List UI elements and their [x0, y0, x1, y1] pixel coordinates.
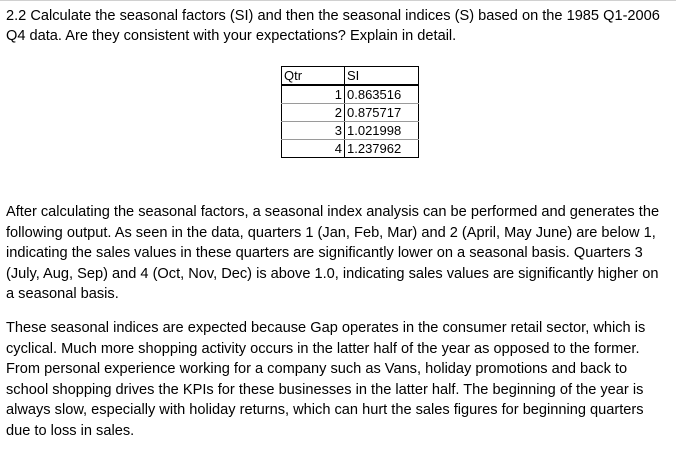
cell-si: 1.237962 — [344, 139, 419, 158]
cell-qtr: 3 — [281, 121, 345, 140]
table-row: 4 1.237962 — [281, 139, 419, 158]
table-row: 2 0.875717 — [281, 103, 419, 122]
top-divider — [0, 0, 676, 1]
cell-qtr: 1 — [281, 84, 345, 104]
table-header-row: Qtr SI — [281, 66, 419, 86]
answer-paragraph-2: These seasonal indices are expected beca… — [6, 320, 646, 439]
cell-qtr: 4 — [281, 139, 345, 158]
header-qtr: Qtr — [281, 66, 345, 86]
cell-si: 0.875717 — [344, 103, 419, 122]
cell-si: 0.863516 — [344, 84, 419, 104]
table-row: 3 1.021998 — [281, 121, 419, 140]
cell-si: 1.021998 — [344, 121, 419, 140]
seasonal-index-table: Qtr SI 1 0.863516 2 0.875717 3 1.021998 … — [281, 66, 419, 158]
table-row: 1 0.863516 — [281, 84, 419, 104]
answer-paragraph-1: After calculating the seasonal factors, … — [6, 204, 660, 302]
header-si: SI — [344, 66, 419, 86]
cell-qtr: 2 — [281, 103, 345, 122]
question-heading: 2.2 Calculate the seasonal factors (SI) … — [6, 8, 660, 44]
